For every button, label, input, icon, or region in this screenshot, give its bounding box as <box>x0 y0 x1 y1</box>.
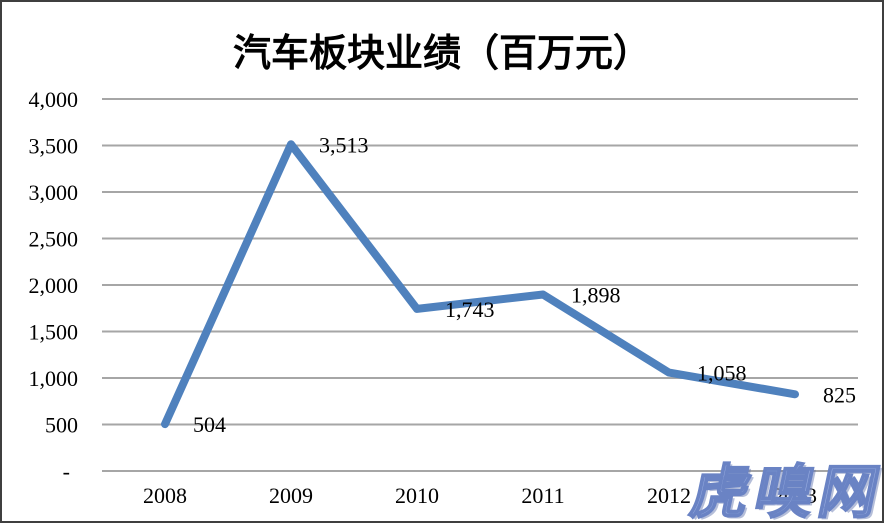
y-axis-tick-label: - <box>63 459 70 484</box>
data-label: 504 <box>193 412 226 437</box>
x-axis-tick-label: 2011 <box>521 483 564 508</box>
y-axis-tick-label: 2,000 <box>29 273 79 298</box>
chart-title: 汽车板块业绩（百万元） <box>232 33 651 75</box>
y-axis-tick-label: 500 <box>45 413 78 438</box>
data-label: 1,743 <box>445 297 495 322</box>
data-label: 3,513 <box>319 132 369 157</box>
data-label: 1,898 <box>571 282 621 307</box>
series-line <box>161 140 799 429</box>
y-axis-tick-label: 1,000 <box>29 366 79 391</box>
y-axis-tick-label: 1,500 <box>29 320 79 345</box>
x-axis-tick-label: 2012 <box>647 483 691 508</box>
y-axis-tick-label: 3,000 <box>29 180 79 205</box>
data-label: 1,058 <box>697 361 747 386</box>
x-axis-tick-label: 2013 <box>773 483 817 508</box>
data-label: 825 <box>823 382 856 407</box>
y-axis-tick-label: 4,000 <box>29 87 79 112</box>
x-axis-tick-label: 2009 <box>269 483 313 508</box>
x-axis-tick-label: 2010 <box>395 483 439 508</box>
y-axis-tick-label: 2,500 <box>29 227 79 252</box>
x-axis-tick-label: 2008 <box>143 483 187 508</box>
y-axis-tick-label: 3,500 <box>29 134 79 159</box>
